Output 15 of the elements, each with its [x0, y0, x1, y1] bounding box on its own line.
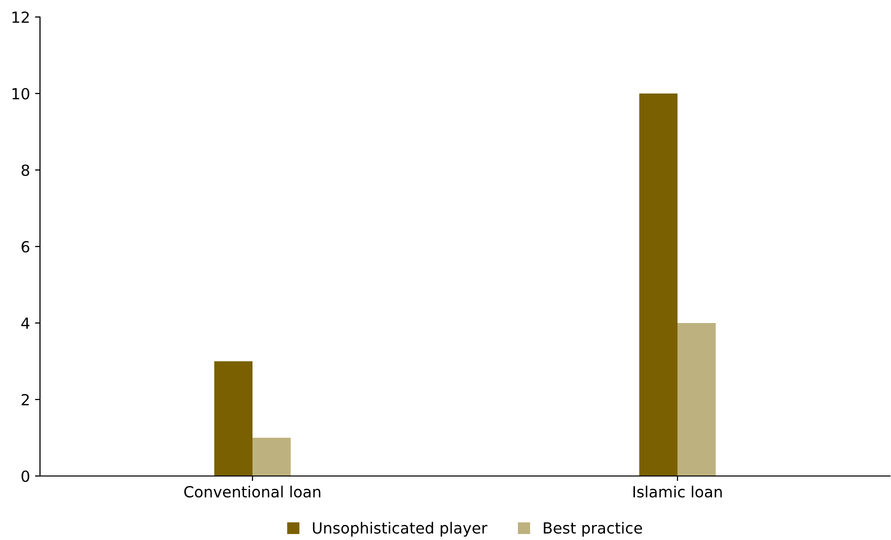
bar	[214, 361, 252, 476]
bar	[252, 438, 291, 476]
x-tick-label: Conventional loan	[184, 486, 320, 498]
y-tick-label: 0	[22, 470, 30, 482]
y-tick-label: 6	[22, 240, 30, 253]
y-tick-label: 4	[21, 318, 30, 329]
bar	[639, 94, 678, 476]
y-tick-label: 12	[12, 11, 29, 23]
legend-label: Unsophisticated player	[312, 522, 488, 537]
bar	[678, 323, 716, 476]
x-tick-label: Islamic loan	[633, 486, 722, 498]
y-tick-label: 8	[22, 164, 30, 176]
y-tick-label: 10	[12, 88, 30, 100]
y-tick-label: 2	[22, 394, 29, 406]
legend-label: Best practice	[544, 522, 642, 537]
